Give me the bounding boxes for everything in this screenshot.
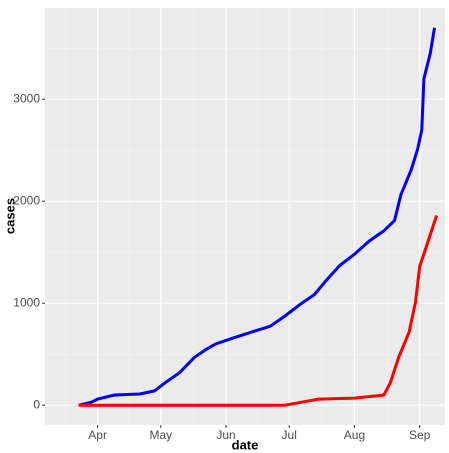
x-tick-label: Apr (88, 428, 107, 442)
x-tick-label: Aug (344, 428, 365, 442)
series-line (78, 215, 439, 407)
x-tick-label: Jul (282, 428, 297, 442)
x-tick-label: Sep (409, 428, 431, 442)
y-tick-label: 3000 (13, 91, 40, 105)
x-tick-label: May (149, 428, 172, 442)
series-line (78, 27, 436, 407)
y-tick-label: 0 (33, 397, 40, 411)
y-tick-label: 1000 (13, 295, 40, 309)
y-axis-title: cases (2, 198, 17, 234)
x-axis-title: date (232, 437, 259, 452)
y-tick-label: 2000 (13, 193, 40, 207)
plot-panel (45, 8, 445, 425)
x-tick-label: Jun (216, 428, 235, 442)
